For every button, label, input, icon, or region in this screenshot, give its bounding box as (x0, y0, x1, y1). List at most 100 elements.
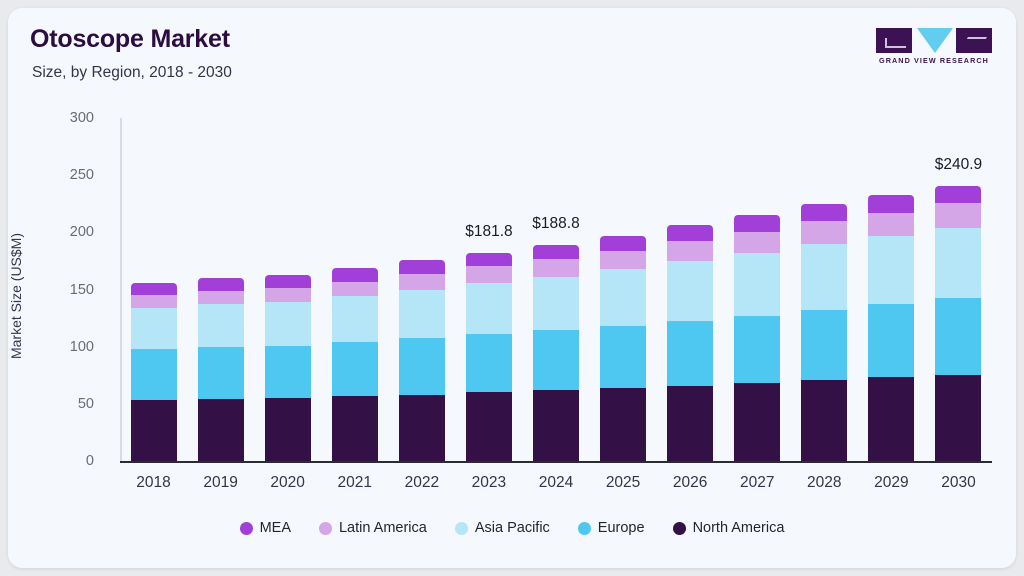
bar-group-2019[interactable] (197, 118, 244, 461)
bar-segment-europe[interactable] (667, 320, 714, 386)
legend-item-latin-america[interactable]: Latin America (318, 520, 427, 536)
bar-segment-asia-pacific[interactable] (667, 260, 714, 321)
y-axis-line (120, 118, 122, 463)
x-tick-2022: 2022 (404, 474, 440, 491)
bar-value-label-2030: $240.9 (934, 155, 983, 173)
legend-item-mea[interactable]: MEA (239, 520, 291, 536)
bar-group-2023[interactable]: $181.8 (465, 118, 513, 461)
bar-segment-latin-america[interactable] (130, 294, 177, 308)
bar-group-2018[interactable] (130, 118, 177, 461)
bar-segment-mea[interactable] (398, 260, 445, 275)
bar-segment-asia-pacific[interactable] (264, 302, 311, 347)
bar-group-2021[interactable] (331, 118, 378, 461)
bar-segment-latin-america[interactable] (398, 274, 445, 290)
bar-segment-north-america[interactable] (197, 398, 244, 461)
bar-segment-latin-america[interactable] (533, 259, 579, 277)
bar-group-2028[interactable] (801, 118, 848, 461)
legend-item-asia-pacific[interactable]: Asia Pacific (454, 520, 550, 536)
bar-segment-mea[interactable] (533, 245, 579, 260)
legend-item-europe[interactable]: Europe (577, 520, 645, 536)
bar-segment-mea[interactable] (734, 215, 781, 232)
bar-segment-europe[interactable] (130, 348, 177, 400)
logo-triangle-icon (917, 28, 953, 53)
bar-segment-mea[interactable] (600, 235, 647, 251)
bar-segment-asia-pacific[interactable] (197, 304, 244, 347)
bar-segment-asia-pacific[interactable] (533, 276, 579, 331)
bar-segment-europe[interactable] (197, 346, 244, 399)
bar-segment-asia-pacific[interactable] (398, 289, 445, 339)
legend-label: MEA (259, 520, 291, 536)
bar-segment-latin-america[interactable] (331, 281, 378, 297)
bar-segment-europe[interactable] (465, 334, 512, 393)
bar-segment-latin-america[interactable] (197, 290, 244, 305)
grand-view-research-logo: GRAND VIEW RESEARCH (876, 28, 992, 68)
bar-segment-north-america[interactable] (465, 392, 512, 461)
bar-segment-latin-america[interactable] (734, 231, 781, 253)
bar-segment-asia-pacific[interactable] (465, 282, 512, 335)
logo-wordmark: GRAND VIEW RESEARCH (879, 56, 989, 65)
bar-group-2029[interactable] (868, 118, 915, 461)
bar-segment-asia-pacific[interactable] (868, 236, 915, 304)
y-tick-300: 300 (69, 110, 94, 126)
bar-segment-europe[interactable] (533, 330, 579, 390)
bar-segment-europe[interactable] (935, 297, 982, 375)
bar-segment-europe[interactable] (868, 303, 915, 378)
bar-segment-mea[interactable] (801, 203, 848, 222)
bar-stack (331, 268, 378, 461)
bar-segment-latin-america[interactable] (868, 212, 915, 237)
bar-segment-asia-pacific[interactable] (331, 296, 378, 343)
bar-segment-north-america[interactable] (130, 399, 177, 461)
bar-segment-europe[interactable] (600, 326, 647, 388)
y-tick-50: 50 (77, 395, 94, 412)
x-tick-2023: 2023 (471, 474, 507, 491)
bar-segment-north-america[interactable] (398, 394, 445, 461)
bar-segment-mea[interactable] (331, 268, 378, 282)
bar-segment-asia-pacific[interactable] (734, 252, 781, 316)
bar-segment-mea[interactable] (465, 253, 512, 267)
bar-segment-north-america[interactable] (734, 382, 781, 461)
bar-segment-mea[interactable] (935, 185, 982, 204)
bar-segment-north-america[interactable] (868, 377, 915, 461)
bar-segment-mea[interactable] (130, 282, 177, 295)
bar-segment-asia-pacific[interactable] (600, 269, 647, 327)
bar-segment-asia-pacific[interactable] (130, 307, 177, 349)
bar-segment-north-america[interactable] (533, 389, 579, 461)
bar-segment-europe[interactable] (264, 346, 311, 399)
bar-segment-latin-america[interactable] (935, 203, 982, 228)
bar-segment-north-america[interactable] (667, 385, 714, 461)
x-tick-2020: 2020 (270, 474, 305, 491)
bar-segment-europe[interactable] (801, 309, 848, 380)
x-tick-2030: 2030 (941, 474, 976, 491)
bar-group-2025[interactable] (600, 118, 647, 461)
bar-group-2024[interactable]: $188.8 (532, 118, 580, 461)
legend-item-north-america[interactable]: North America (672, 520, 784, 536)
bar-group-2027[interactable] (734, 118, 781, 461)
x-tick-2028: 2028 (807, 474, 842, 491)
bar-segment-north-america[interactable] (600, 387, 647, 461)
y-tick-0: 0 (85, 453, 94, 469)
bar-segment-latin-america[interactable] (264, 288, 311, 303)
bar-segment-latin-america[interactable] (465, 266, 512, 283)
bar-segment-asia-pacific[interactable] (935, 227, 982, 298)
bar-segment-mea[interactable] (197, 278, 244, 291)
bar-segment-north-america[interactable] (264, 398, 311, 461)
bar-segment-north-america[interactable] (935, 374, 982, 461)
bar-segment-asia-pacific[interactable] (801, 243, 848, 310)
bar-segment-mea[interactable] (667, 225, 714, 242)
bar-stack (264, 275, 311, 461)
bar-stack (398, 260, 445, 461)
bar-group-2026[interactable] (667, 118, 714, 461)
bar-group-2022[interactable] (398, 118, 445, 461)
bar-segment-europe[interactable] (331, 342, 378, 397)
bar-segment-europe[interactable] (734, 315, 781, 383)
bar-segment-latin-america[interactable] (801, 221, 848, 244)
bar-segment-north-america[interactable] (801, 379, 848, 461)
bar-segment-mea[interactable] (868, 194, 915, 213)
bar-group-2020[interactable] (264, 118, 311, 461)
bar-segment-latin-america[interactable] (600, 250, 647, 270)
bar-segment-latin-america[interactable] (667, 241, 714, 261)
bar-segment-north-america[interactable] (331, 396, 378, 461)
bar-segment-europe[interactable] (398, 338, 445, 395)
bar-segment-mea[interactable] (264, 275, 311, 289)
bar-group-2030[interactable]: $240.9 (934, 118, 983, 461)
